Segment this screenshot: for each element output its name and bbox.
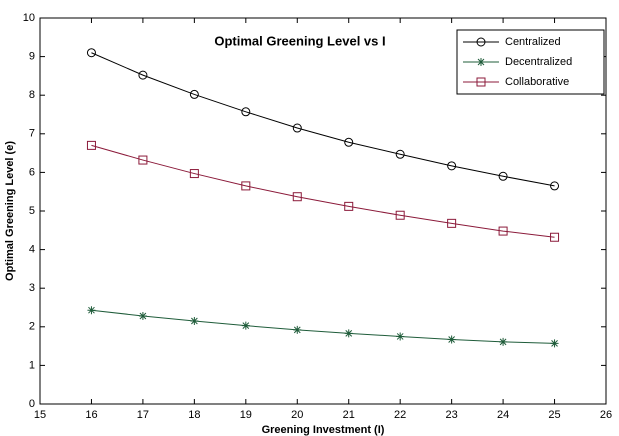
marker bbox=[550, 339, 559, 348]
marker bbox=[293, 325, 302, 334]
marker bbox=[396, 332, 405, 341]
legend-label: Collaborative bbox=[505, 76, 569, 88]
x-tick-label: 20 bbox=[291, 409, 303, 421]
marker bbox=[550, 232, 560, 242]
y-tick-label: 3 bbox=[29, 282, 35, 294]
marker bbox=[395, 149, 405, 159]
marker bbox=[241, 321, 250, 330]
x-tick-label: 26 bbox=[600, 409, 612, 421]
legend-label: Decentralized bbox=[505, 56, 572, 68]
x-tick-label: 15 bbox=[34, 409, 46, 421]
marker bbox=[138, 155, 148, 165]
y-tick-label: 7 bbox=[29, 128, 35, 140]
marker bbox=[344, 329, 353, 338]
marker bbox=[86, 140, 96, 150]
x-tick-label: 17 bbox=[137, 409, 149, 421]
x-tick-label: 22 bbox=[394, 409, 406, 421]
marker bbox=[190, 317, 199, 326]
x-tick-label: 25 bbox=[548, 409, 560, 421]
y-axis-label: Optimal Greening Level (e) bbox=[4, 141, 16, 281]
marker bbox=[87, 306, 96, 315]
y-tick-label: 4 bbox=[29, 244, 35, 256]
legend-marker bbox=[476, 77, 486, 87]
marker bbox=[241, 181, 251, 191]
y-tick-label: 0 bbox=[29, 398, 35, 410]
y-tick-label: 8 bbox=[29, 89, 35, 101]
marker bbox=[292, 192, 302, 202]
marker bbox=[447, 218, 457, 228]
marker bbox=[86, 48, 96, 58]
y-tick-label: 2 bbox=[29, 321, 35, 333]
marker bbox=[395, 210, 405, 220]
x-tick-label: 19 bbox=[240, 409, 252, 421]
x-tick-label: 21 bbox=[343, 409, 355, 421]
legend-label: Centralized bbox=[505, 36, 561, 48]
marker bbox=[447, 161, 457, 171]
x-tick-label: 16 bbox=[85, 409, 97, 421]
marker bbox=[138, 70, 148, 80]
marker bbox=[344, 201, 354, 211]
y-tick-label: 5 bbox=[29, 205, 35, 217]
y-tick-label: 9 bbox=[29, 51, 35, 63]
legend-marker bbox=[477, 58, 485, 66]
marker bbox=[498, 226, 508, 236]
marker bbox=[344, 137, 354, 147]
x-axis-label: Greening Investment (I) bbox=[262, 424, 385, 436]
x-tick-label: 24 bbox=[497, 409, 509, 421]
marker bbox=[550, 181, 560, 191]
marker bbox=[241, 107, 251, 117]
x-tick-label: 23 bbox=[446, 409, 458, 421]
legend-marker bbox=[476, 37, 486, 47]
chart-title: Optimal Greening Level vs I bbox=[214, 33, 385, 48]
marker bbox=[292, 123, 302, 133]
y-tick-label: 6 bbox=[29, 166, 35, 178]
marker bbox=[138, 311, 147, 320]
x-tick-label: 18 bbox=[188, 409, 200, 421]
y-tick-label: 10 bbox=[23, 12, 35, 24]
marker bbox=[498, 171, 508, 181]
series-line bbox=[91, 309, 555, 344]
series-line bbox=[91, 144, 555, 238]
marker bbox=[447, 335, 456, 344]
marker bbox=[189, 169, 199, 179]
marker bbox=[499, 337, 508, 346]
series-line bbox=[91, 52, 555, 187]
y-tick-label: 1 bbox=[29, 359, 35, 371]
marker bbox=[189, 89, 199, 99]
